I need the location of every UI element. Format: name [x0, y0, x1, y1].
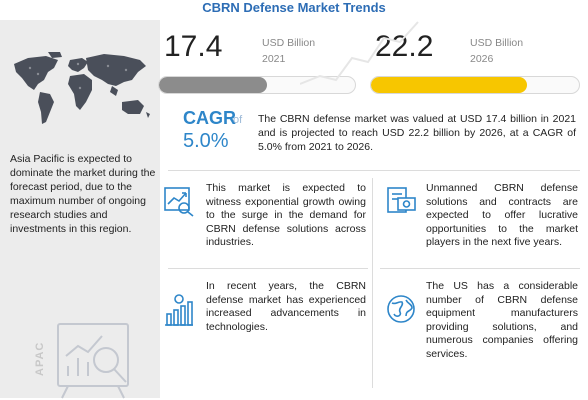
left-panel: Asia Pacific is expected to dominate the…	[0, 20, 160, 399]
analysis-chart-icon	[57, 323, 129, 399]
fact-text-4: The US has a considerable number of CBRN…	[426, 280, 578, 360]
page-title: CBRN Defense Market Trends	[202, 0, 386, 15]
globe-icon	[387, 295, 415, 323]
cagr-of: of	[233, 114, 243, 126]
region-description: Asia Pacific is expected to dominate the…	[10, 153, 156, 235]
cagr-description: The CBRN defense market was valued at US…	[258, 113, 576, 153]
metric-value-2026: 22.2	[375, 30, 434, 63]
metric-year-2021: 2021	[262, 53, 286, 65]
metric-value-2021: 17.4	[164, 30, 223, 63]
cagr-label: CAGR	[183, 108, 236, 128]
trend-line-decoration	[300, 21, 419, 85]
cagr-value: 5.0%	[183, 130, 229, 152]
divider-vertical	[372, 178, 373, 388]
divider-middle-right	[380, 268, 580, 269]
progress-fill-2021	[159, 77, 267, 93]
money-contract-icon	[387, 187, 416, 213]
progress-fill-2026	[371, 77, 527, 93]
divider-top	[168, 170, 580, 171]
divider-middle-left	[168, 268, 368, 269]
bar-chart-dollar-icon	[165, 294, 193, 326]
world-map-icon	[14, 52, 150, 124]
fact-text-3: In recent years, the CBRN defense market…	[206, 280, 366, 333]
growth-chart-icon	[164, 187, 194, 217]
progress-bar-2026	[370, 76, 580, 94]
fact-text-1: This market is expected to witness expon…	[206, 182, 366, 249]
metric-year-2026: 2026	[470, 53, 494, 65]
region-label: APAC	[34, 341, 46, 376]
metric-unit-2026: USD Billion	[470, 37, 524, 49]
metric-unit-2021: USD Billion	[262, 37, 316, 49]
fact-text-2: Unmanned CBRN defense solutions and cont…	[426, 182, 578, 249]
